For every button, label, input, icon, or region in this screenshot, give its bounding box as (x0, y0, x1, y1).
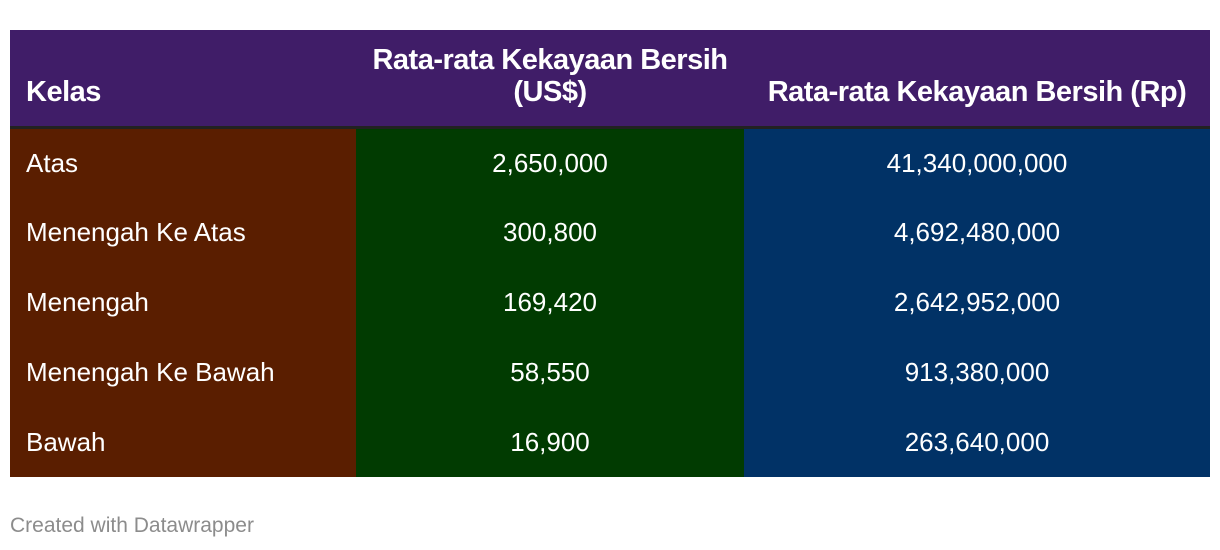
table-row: Menengah Ke Atas 300,800 4,692,480,000 (10, 197, 1210, 267)
cell-usd: 2,650,000 (356, 127, 744, 197)
table-body: Atas 2,650,000 41,340,000,000 Menengah K… (10, 127, 1210, 477)
cell-kelas: Menengah (10, 267, 356, 337)
cell-rp: 41,340,000,000 (744, 127, 1210, 197)
wealth-table: Kelas Rata-rata Kekayaan Bersih (US$) Ra… (10, 30, 1210, 477)
header-usd: Rata-rata Kekayaan Bersih (US$) (356, 30, 744, 129)
cell-kelas: Menengah Ke Bawah (10, 337, 356, 407)
cell-usd: 300,800 (356, 197, 744, 267)
header-kelas: Kelas (10, 30, 356, 129)
cell-usd: 58,550 (356, 337, 744, 407)
table-row: Menengah Ke Bawah 58,550 913,380,000 (10, 337, 1210, 407)
cell-rp: 4,692,480,000 (744, 197, 1210, 267)
table-row: Menengah 169,420 2,642,952,000 (10, 267, 1210, 337)
data-table-container: Kelas Rata-rata Kekayaan Bersih (US$) Ra… (10, 30, 1210, 477)
cell-kelas: Bawah (10, 407, 356, 477)
cell-rp: 2,642,952,000 (744, 267, 1210, 337)
cell-usd: 169,420 (356, 267, 744, 337)
cell-rp: 913,380,000 (744, 337, 1210, 407)
table-row: Atas 2,650,000 41,340,000,000 (10, 127, 1210, 197)
table-header: Kelas Rata-rata Kekayaan Bersih (US$) Ra… (10, 30, 1210, 129)
header-rp: Rata-rata Kekayaan Bersih (Rp) (744, 30, 1210, 129)
table-row: Bawah 16,900 263,640,000 (10, 407, 1210, 477)
cell-kelas: Atas (10, 127, 356, 197)
cell-usd: 16,900 (356, 407, 744, 477)
cell-kelas: Menengah Ke Atas (10, 197, 356, 267)
header-row: Kelas Rata-rata Kekayaan Bersih (US$) Ra… (10, 30, 1210, 129)
cell-rp: 263,640,000 (744, 407, 1210, 477)
datawrapper-credit: Created with Datawrapper (10, 514, 254, 537)
